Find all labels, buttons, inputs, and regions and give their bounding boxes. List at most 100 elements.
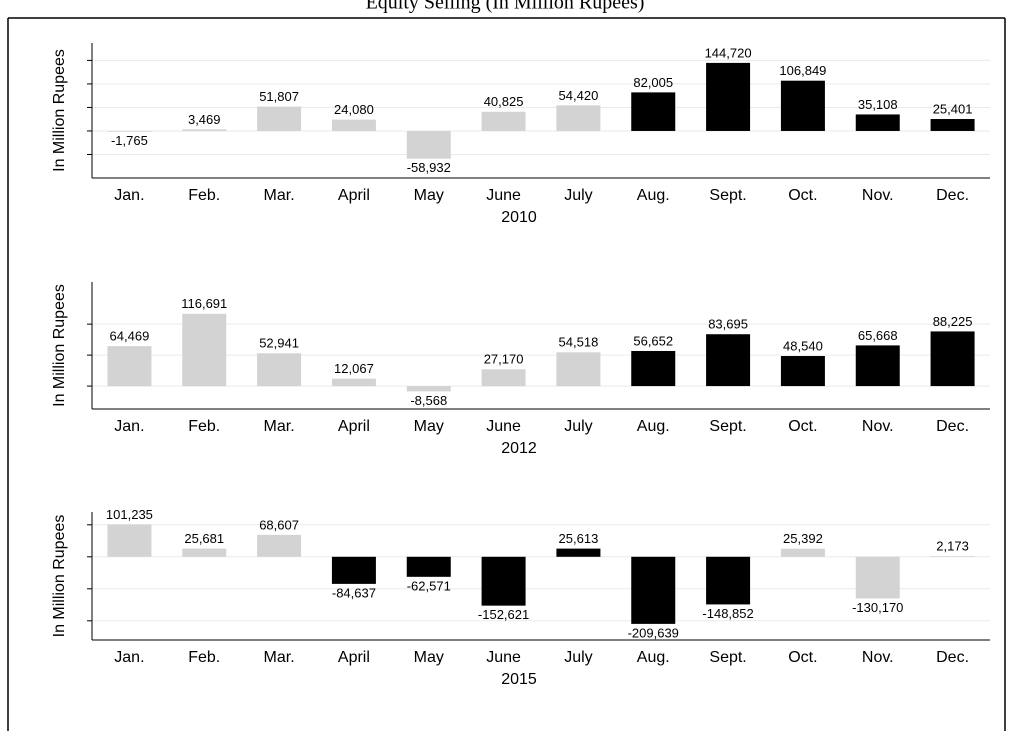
x-tick-label: Mar. <box>264 187 295 204</box>
data-label: -84,637 <box>332 585 376 600</box>
x-tick-label: Aug. <box>637 187 670 204</box>
x-axis-label: 2010 <box>501 209 537 226</box>
bar <box>257 106 302 131</box>
data-label: 25,401 <box>933 101 973 116</box>
data-label: 52,941 <box>259 336 299 351</box>
data-label: -58,932 <box>407 160 451 175</box>
data-label: 54,420 <box>559 88 599 103</box>
data-label: 88,225 <box>933 314 973 329</box>
bar <box>930 556 975 557</box>
x-tick-label: Dec. <box>936 418 969 435</box>
x-tick-label: Feb. <box>188 187 220 204</box>
bar <box>406 556 451 577</box>
data-label: 82,005 <box>633 75 673 90</box>
bar <box>631 350 676 387</box>
bar <box>930 331 975 387</box>
bar <box>855 345 900 387</box>
x-tick-label: Nov. <box>862 649 894 666</box>
x-tick-label: Oct. <box>788 187 817 204</box>
bar <box>331 556 376 584</box>
x-tick-label: Mar. <box>264 649 295 666</box>
data-label: 25,613 <box>559 531 599 546</box>
x-tick-label: Nov. <box>862 418 894 435</box>
bar <box>481 369 526 387</box>
x-tick-label: April <box>338 418 370 435</box>
data-label: -1,765 <box>111 133 148 148</box>
x-tick-label: Dec. <box>936 187 969 204</box>
data-label: 25,681 <box>184 531 224 546</box>
data-label: 27,170 <box>484 352 524 367</box>
data-label: 12,067 <box>334 361 374 376</box>
data-label: 68,607 <box>259 517 299 532</box>
data-label: 24,080 <box>334 102 374 117</box>
bar <box>107 346 152 387</box>
x-tick-label: May <box>414 187 444 204</box>
x-tick-label: Nov. <box>862 187 894 204</box>
bar <box>182 313 227 387</box>
bar <box>406 130 451 159</box>
x-tick-label: April <box>338 649 370 666</box>
bar <box>706 556 751 605</box>
bar <box>780 80 825 131</box>
data-label: 56,652 <box>633 333 673 348</box>
bar <box>631 92 676 131</box>
x-tick-label: May <box>414 418 444 435</box>
data-label: 25,392 <box>783 531 823 546</box>
x-tick-label: Sept. <box>709 187 746 204</box>
x-tick-label: June <box>486 649 521 666</box>
bar <box>706 334 751 387</box>
x-tick-label: Sept. <box>709 418 746 435</box>
bar <box>331 119 376 131</box>
bar <box>182 129 227 131</box>
bar <box>780 356 825 387</box>
x-tick-label: June <box>486 418 521 435</box>
data-label: -62,571 <box>407 578 451 593</box>
bar <box>780 548 825 557</box>
x-tick-label: Mar. <box>264 418 295 435</box>
x-tick-label: Aug. <box>637 649 670 666</box>
bar <box>182 548 227 557</box>
x-tick-label: Dec. <box>936 649 969 666</box>
bar <box>930 119 975 131</box>
data-label: 65,668 <box>858 328 898 343</box>
data-label: 51,807 <box>259 89 299 104</box>
x-tick-label: July <box>564 649 592 666</box>
data-label: 106,849 <box>779 63 826 78</box>
data-label: -130,170 <box>852 600 903 615</box>
data-label: 3,469 <box>188 112 221 127</box>
bar <box>257 534 302 557</box>
y-axis-label: In Million Rupees <box>51 284 68 407</box>
y-axis-label: In Million Rupees <box>51 515 68 638</box>
bar <box>556 352 601 387</box>
data-label: 48,540 <box>783 338 823 353</box>
bar <box>556 105 601 131</box>
x-tick-label: Oct. <box>788 649 817 666</box>
bar <box>556 548 601 557</box>
x-tick-label: Aug. <box>637 418 670 435</box>
data-label: 116,691 <box>181 296 227 311</box>
data-label: 64,469 <box>110 329 150 344</box>
bar <box>331 378 376 387</box>
x-tick-label: Jan. <box>114 187 144 204</box>
x-tick-label: July <box>564 418 592 435</box>
data-label: 83,695 <box>708 317 748 332</box>
x-tick-label: Oct. <box>788 418 817 435</box>
x-tick-label: Jan. <box>114 418 144 435</box>
data-label: 40,825 <box>484 94 524 109</box>
bar <box>855 556 900 599</box>
y-axis-label: In Million Rupees <box>51 49 68 172</box>
x-tick-label: May <box>414 649 444 666</box>
bar <box>706 62 751 131</box>
bar <box>631 556 676 624</box>
bar <box>481 556 526 606</box>
x-axis-label: 2012 <box>501 440 537 457</box>
data-label: 35,108 <box>858 97 898 112</box>
bar <box>481 111 526 131</box>
data-label: 54,518 <box>559 335 599 350</box>
x-tick-label: April <box>338 187 370 204</box>
x-axis-label: 2015 <box>501 671 537 688</box>
x-tick-label: Feb. <box>188 649 220 666</box>
bar <box>107 524 152 557</box>
